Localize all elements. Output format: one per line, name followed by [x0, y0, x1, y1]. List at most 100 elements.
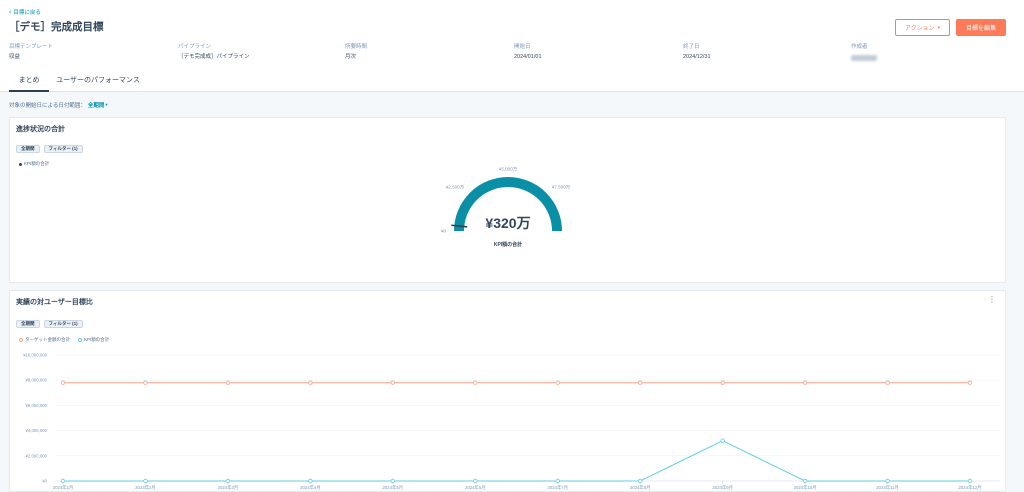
series-1-point — [390, 478, 396, 484]
filter-pill[interactable]: フィルター (1) — [43, 145, 83, 153]
gauge-tick-label: ¥5,000万 — [499, 167, 518, 173]
card-title: 実績の対ユーザー目標比 — [16, 299, 93, 306]
meta-start-date: 開始日 2024/01/01 — [514, 44, 542, 61]
blurred-creator-name — [851, 55, 877, 61]
filter-pills: 全期間 フィルター (1) — [16, 145, 83, 153]
meta-created-by: 作成者 — [851, 44, 877, 61]
meta-value: 2024/12/31 — [683, 54, 711, 60]
series-0-point — [308, 380, 313, 385]
y-tick-label: ¥8,000,000 — [25, 378, 47, 383]
series-1-point — [967, 478, 973, 484]
x-tick-label: 2024年12月 — [959, 484, 982, 491]
tab-summary[interactable]: まとめ — [9, 73, 49, 92]
date-range-filter: 対象の開始日による日付範囲： 全期間 ▾ — [9, 101, 108, 109]
chart-legend: ターゲット金額の合計 KPI額の合計 — [19, 337, 109, 343]
date-range-label: 対象の開始日による日付範囲： — [9, 103, 86, 109]
series-0-point — [720, 380, 725, 385]
y-tick-label: ¥4,000,000 — [25, 428, 47, 433]
legend-ring-icon — [78, 338, 82, 342]
series-1-point — [60, 478, 66, 484]
meta-label: 所要時間 — [345, 44, 368, 50]
meta-label: 開始日 — [514, 44, 531, 50]
goal-header: ‹ 目標に戻る ［デモ］完成成目標 アクション ▾ 目標を編集 目標テンプレート… — [0, 0, 1024, 92]
y-tick-label: ¥6,000,000 — [25, 403, 47, 408]
y-tick-label: ¥0 — [42, 479, 47, 484]
edit-goal-button[interactable]: 目標を編集 — [956, 19, 1006, 36]
caret-down-icon: ▾ — [937, 24, 941, 31]
kebab-menu-icon[interactable]: ⋮ — [988, 295, 996, 304]
x-tick-label: 2024年5月 — [383, 484, 404, 491]
x-tick-label: 2024年7月 — [547, 484, 568, 491]
filter-pill[interactable]: フィルター (1) — [43, 320, 83, 328]
legend-label: KPI額の合計 — [24, 161, 50, 166]
series-1-point — [473, 478, 478, 484]
tab-user-performance[interactable]: ユーザーのパフォーマンス — [56, 77, 140, 84]
gauge-value-label: ¥320万 — [485, 215, 530, 231]
y-tick-label: ¥2,000,000 — [25, 453, 47, 458]
legend-item[interactable]: KPI額の合計 — [19, 161, 49, 167]
y-tick-label: ¥10,000,000 — [23, 353, 48, 358]
series-1-point — [637, 478, 643, 484]
actions-button[interactable]: アクション ▾ — [895, 19, 950, 36]
legend-dot-icon — [19, 162, 22, 166]
x-tick-label: 2024年8月 — [630, 484, 651, 491]
series-1-line — [63, 440, 970, 482]
meta-label: 作成者 — [851, 44, 868, 50]
series-0-point — [390, 380, 396, 385]
meta-period: 所要時間 月次 — [345, 44, 367, 61]
actual-vs-target-card: ¥0 ¥2,000,000 ¥4,000,000 ¥6,000,000 ¥8,000,0… — [9, 290, 1006, 492]
meta-value: 月次 — [345, 54, 357, 60]
back-to-goals-link[interactable]: ‹ 目標に戻る — [9, 8, 41, 17]
x-tick-label: 2024年9月 — [712, 484, 733, 491]
legend-label: KPI額の合計 — [84, 337, 110, 342]
gauge-value-marker — [451, 224, 468, 228]
meta-value: 2024/01/01 — [514, 54, 542, 60]
date-range-dropdown[interactable]: 全期間 ▾ — [88, 101, 108, 109]
series-0-point — [60, 380, 66, 385]
legend-label: ターゲット金額の合計 — [25, 337, 70, 342]
actions-button-label: アクション — [904, 26, 935, 32]
legend-ring-icon — [19, 338, 23, 342]
x-tick-label: 2024年3月 — [218, 484, 239, 491]
series-0-point — [555, 380, 560, 385]
series-1-point — [225, 478, 231, 484]
meta-value: ［デモ完成成］パイプライン — [178, 54, 250, 60]
series-1-point — [143, 478, 148, 484]
meta-goal-template: 目標テンプレート 収益 — [9, 44, 53, 61]
series-0-point — [473, 380, 478, 385]
chevron-left-icon: ‹ — [9, 8, 12, 16]
series-1-point — [555, 478, 560, 484]
period-pill[interactable]: 全期間 — [16, 145, 40, 153]
meta-end-date: 終了日 2024/12/31 — [683, 44, 711, 61]
gauge-tick-label: ¥7,500万 — [552, 185, 571, 191]
line-chart: ¥0 ¥2,000,000 ¥4,000,000 ¥6,000,000 ¥8,000,0… — [23, 353, 1000, 491]
period-pill[interactable]: 全期間 — [16, 320, 40, 328]
gauge-arc — [454, 177, 562, 232]
series-1-point — [802, 478, 808, 484]
gauge-caption: KPI額の合計 — [494, 241, 522, 248]
legend-item-kpi[interactable]: KPI額の合計 — [78, 337, 109, 343]
x-tick-label: 2024年10月 — [794, 484, 817, 491]
meta-label: パイプライン — [178, 44, 212, 50]
series-0-point — [885, 380, 890, 385]
caret-down-icon: ▾ — [105, 102, 108, 107]
x-tick-label: 2024年2月 — [135, 484, 156, 491]
x-tick-label: 2024年11月 — [876, 484, 899, 491]
series-0-point — [143, 380, 148, 385]
gauge-tick-label: ¥0 — [441, 229, 447, 234]
meta-value: 収益 — [9, 54, 21, 60]
card-title: 進捗状況の合計 — [16, 126, 65, 133]
x-tick-label: 2024年4月 — [300, 484, 321, 491]
gauge-chart: ¥0 ¥2,500万 ¥5,000万 ¥7,500万 ¥320万 KPI額の合計 — [441, 167, 571, 249]
meta-label: 目標テンプレート — [9, 44, 53, 50]
gauge-tick-label: ¥2,500万 — [446, 185, 465, 191]
page-title: ［デモ］完成成目標 — [9, 21, 104, 33]
meta-label: 終了日 — [683, 44, 700, 50]
series-0-point — [967, 380, 973, 385]
back-link-label: 目標に戻る — [13, 10, 41, 16]
series-0-point — [802, 380, 808, 385]
series-1-point — [885, 478, 890, 484]
series-0-point — [225, 380, 231, 385]
series-0-point — [637, 380, 643, 385]
legend-item-target[interactable]: ターゲット金額の合計 — [19, 337, 70, 343]
